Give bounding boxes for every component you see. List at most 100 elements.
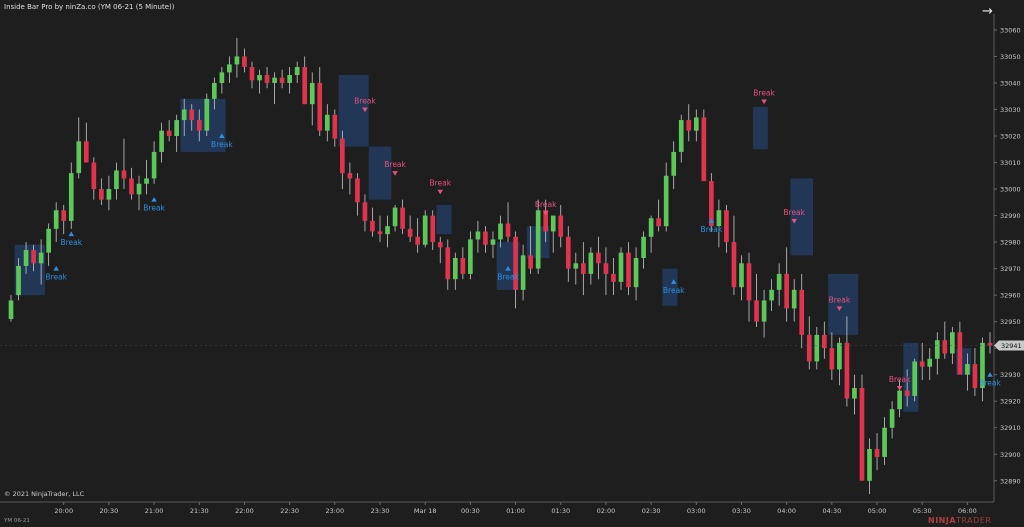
x-tick-label: 00:30 <box>461 507 480 515</box>
candle-body <box>144 178 149 184</box>
candle <box>543 199 549 243</box>
candle <box>181 98 187 136</box>
candle-body <box>475 231 481 240</box>
candle <box>106 175 112 211</box>
candle <box>302 56 308 105</box>
candle <box>934 332 940 375</box>
candle-body <box>814 334 820 362</box>
x-tick-label: 21:30 <box>190 507 209 515</box>
candle-body <box>392 207 398 227</box>
candle <box>746 252 752 322</box>
x-tick-label: 21:00 <box>145 507 164 515</box>
candle <box>91 157 97 200</box>
candle <box>897 380 902 418</box>
candle-body <box>294 67 300 75</box>
candle-body <box>257 75 262 81</box>
candle <box>211 77 217 110</box>
candle <box>686 104 692 142</box>
candle-body <box>287 75 292 83</box>
y-tick-label: 33010 <box>1000 159 1021 167</box>
candle <box>23 242 29 274</box>
candle <box>633 247 639 301</box>
candle-body <box>106 189 112 200</box>
x-tick-label: 20:30 <box>100 507 119 515</box>
candle-body <box>746 263 752 301</box>
candle <box>144 159 149 195</box>
inside-bar-box <box>338 75 369 147</box>
x-tick-label: 05:30 <box>913 507 932 515</box>
candle-body <box>942 340 948 354</box>
x-tick-label: 03:30 <box>732 507 751 515</box>
break-label: Break <box>829 295 851 304</box>
candle-body <box>46 228 51 253</box>
candle <box>693 109 699 142</box>
candle <box>400 199 405 235</box>
candle-body <box>377 231 383 235</box>
x-tick-label: 23:30 <box>371 507 390 515</box>
candle <box>671 141 677 190</box>
candle-body <box>701 117 707 182</box>
brand-suffix: TRADER <box>956 516 992 525</box>
candle <box>513 231 518 309</box>
candle <box>227 56 232 83</box>
arrow-right-icon[interactable]: → <box>982 4 993 19</box>
inside-bar-box <box>828 273 859 335</box>
candle-body <box>227 64 232 73</box>
break-label: Break <box>663 286 685 295</box>
candle-body <box>38 252 44 264</box>
candle <box>957 321 963 375</box>
y-tick-label: 33000 <box>1000 186 1021 194</box>
break-label: Break <box>701 225 723 234</box>
candle <box>987 332 993 354</box>
candle-body <box>174 120 180 136</box>
candle-body <box>272 77 277 83</box>
candle <box>520 244 526 301</box>
candle <box>821 321 827 359</box>
inside-bar-box <box>180 98 226 152</box>
candle-body <box>83 141 89 163</box>
candle <box>204 93 210 136</box>
break-label: Break <box>889 375 911 384</box>
candle-body <box>859 387 865 481</box>
candle-body <box>151 151 157 179</box>
x-tick-label: 20:00 <box>54 507 73 515</box>
candle-body <box>114 170 119 190</box>
candle-body <box>806 334 812 362</box>
candle-body <box>520 255 526 290</box>
candle <box>942 321 948 359</box>
candle <box>452 252 458 290</box>
candle <box>370 207 375 237</box>
candle <box>761 289 767 338</box>
y-tick-label: 32930 <box>1000 371 1021 379</box>
candle <box>61 204 67 235</box>
candle-body <box>242 56 247 68</box>
y-tick-label: 32990 <box>1000 212 1021 220</box>
break-up-marker <box>68 231 75 237</box>
candle-body <box>99 189 104 200</box>
candle-body <box>166 130 172 136</box>
break-label: Break <box>384 160 406 169</box>
candle-body <box>633 258 639 288</box>
break-label: Break <box>535 200 557 209</box>
candle <box>430 210 436 251</box>
inside-bar-box <box>662 268 678 306</box>
candle <box>249 61 255 89</box>
candle <box>716 199 722 248</box>
candle-body <box>919 361 925 367</box>
candle-body <box>264 75 270 83</box>
candle-body <box>754 300 759 322</box>
candle-body <box>196 120 202 131</box>
x-tick-label: 02:30 <box>642 507 661 515</box>
candle <box>912 358 918 402</box>
candle-body <box>565 236 571 269</box>
candle <box>776 263 782 306</box>
candle <box>475 220 481 253</box>
candle-body <box>581 263 586 274</box>
candle-body <box>189 109 195 121</box>
candle <box>114 162 119 200</box>
candle <box>8 295 14 322</box>
candle <box>279 69 285 89</box>
candle <box>294 61 300 83</box>
y-tick-label: 32950 <box>1000 318 1021 326</box>
